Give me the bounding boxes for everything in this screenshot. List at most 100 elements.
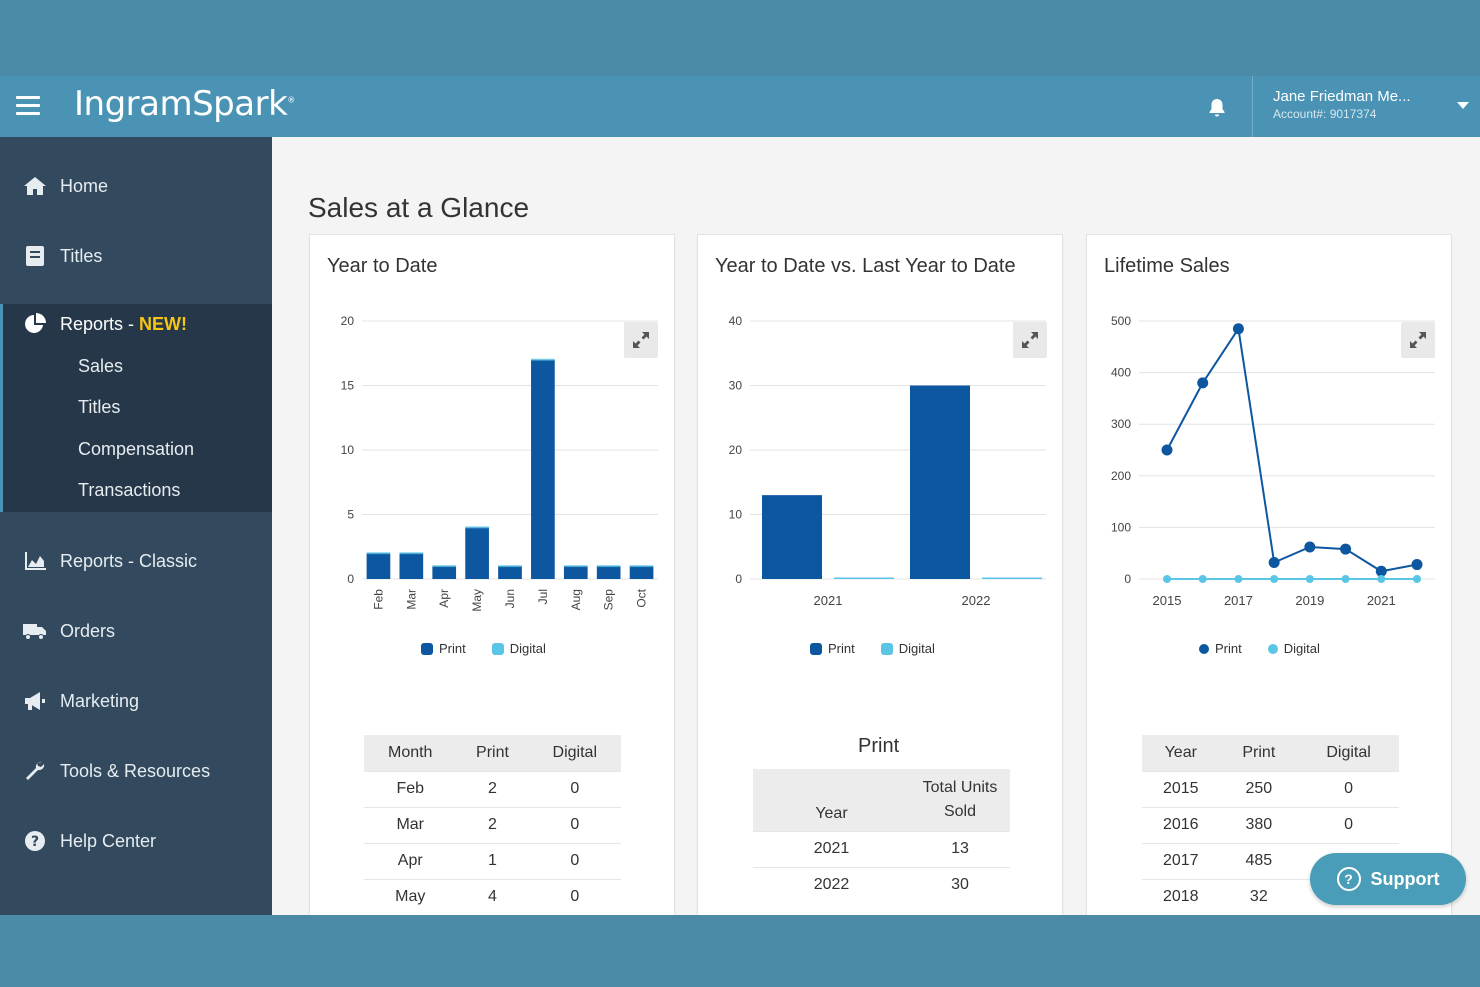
data-point-print <box>1268 556 1280 568</box>
sidebar: Home Titles Reports - NEW! Sales Titles … <box>0 137 272 915</box>
bar-print <box>762 495 822 579</box>
hamburger-menu-icon[interactable] <box>16 96 40 116</box>
user-menu[interactable]: Jane Friedman Me... Account#: 9017374 <box>1273 88 1411 121</box>
legend-item-digital[interactable]: Digital <box>491 641 546 656</box>
expand-icon[interactable] <box>1013 322 1047 358</box>
column-header[interactable]: Month <box>364 735 457 771</box>
x-tick-label: 2021 <box>814 593 843 608</box>
y-tick-label: 500 <box>1111 314 1131 328</box>
sidebar-item-label: Tools & Resources <box>60 760 211 781</box>
data-table: Year Total Units Sold 2021 13 2022 30 <box>753 769 1010 903</box>
data-point-digital <box>1305 575 1314 583</box>
main-content: Sales at a Glance Year to Date 0 5 10 15 20 F… <box>272 137 1480 915</box>
data-point-print <box>1340 543 1352 555</box>
y-tick-label: 200 <box>1111 469 1131 483</box>
legend-item-digital[interactable]: Digital <box>1267 641 1320 656</box>
sidebar-subitem-compensation[interactable]: Compensation <box>78 439 195 459</box>
column-header[interactable]: Digital <box>528 735 621 771</box>
y-tick-label: 10 <box>729 508 743 522</box>
data-point-print <box>1197 377 1209 389</box>
sidebar-item-label: Marketing <box>60 690 140 711</box>
user-name: Jane Friedman Me... <box>1273 88 1411 105</box>
data-table: Month Print Digital Feb 2 0 Mar 2 0 Apr 1 0 Ma… <box>364 735 621 915</box>
sidebar-subitem-sales[interactable]: Sales <box>78 356 124 376</box>
data-point-digital <box>1198 575 1207 583</box>
bell-icon[interactable] <box>1205 96 1229 120</box>
y-tick-label: 300 <box>1111 417 1131 431</box>
data-point-digital <box>1163 575 1171 583</box>
top-bar: IngramSpark® Jane Friedman Me... Account… <box>0 76 1480 137</box>
column-header[interactable]: Print <box>1219 735 1299 771</box>
column-header[interactable]: Digital <box>1298 735 1399 771</box>
legend-item-print[interactable]: Print <box>810 641 855 656</box>
table-row: 2016 380 0 <box>1142 806 1399 843</box>
x-tick-label: Apr <box>437 589 451 608</box>
expand-icon[interactable] <box>624 322 658 358</box>
sidebar-item-tools[interactable]: Tools & Resources <box>0 751 272 791</box>
bar-print <box>498 566 522 579</box>
y-tick-label: 20 <box>341 314 355 328</box>
sidebar-item-label: Home <box>60 175 109 196</box>
x-tick-label: Aug <box>569 589 583 610</box>
data-point-digital <box>1341 575 1350 583</box>
sidebar-item-reports[interactable]: Reports - NEW! <box>0 304 272 344</box>
data-point-digital <box>1413 575 1421 583</box>
data-point-print <box>1232 323 1244 335</box>
sidebar-item-help-center[interactable]: ? Help Center <box>0 821 272 861</box>
bar-digital <box>465 526 489 529</box>
book-icon <box>26 246 44 266</box>
y-tick-label: 400 <box>1111 366 1131 380</box>
table-row: 2015 250 0 <box>1142 770 1399 807</box>
series-line-print <box>1166 326 1418 573</box>
bar-digital <box>399 552 424 555</box>
y-tick-label: 10 <box>341 443 355 457</box>
column-header[interactable]: Total Units Sold <box>910 769 1010 831</box>
bar-digital <box>834 577 894 579</box>
bar-digital <box>531 358 555 361</box>
table-row: 2022 30 <box>753 866 1010 903</box>
support-button[interactable]: ? Support <box>1310 853 1466 905</box>
sidebar-item-home[interactable]: Home <box>0 166 272 206</box>
y-tick-label: 30 <box>729 379 743 393</box>
table-row: Feb 2 0 <box>364 770 621 807</box>
bar-digital <box>498 565 522 568</box>
sidebar-subitem-titles[interactable]: Titles <box>78 397 121 417</box>
sidebar-subitem-transactions[interactable]: Transactions <box>78 480 181 500</box>
data-point-print <box>1411 559 1423 571</box>
bar-print <box>366 553 391 579</box>
bar-digital <box>596 565 621 568</box>
page-title: Sales at a Glance <box>308 192 530 223</box>
legend-item-print[interactable]: Print <box>421 641 466 656</box>
card-title: Year to Date vs. Last Year to Date <box>715 255 1016 277</box>
legend-item-digital[interactable]: Digital <box>880 641 935 656</box>
x-tick-label: Jun <box>503 589 517 608</box>
account-number: Account#: 9017374 <box>1273 107 1377 121</box>
x-tick-label: Feb <box>371 589 385 610</box>
data-point-print <box>1161 444 1173 456</box>
bar-print <box>910 385 970 579</box>
chart-year-to-date: 0 5 10 15 20 Feb Mar Apr May Jun Jul Aug Sep Oct <box>341 314 658 612</box>
x-tick-label: Jul <box>536 589 550 604</box>
y-tick-label: 0 <box>347 572 354 586</box>
home-icon <box>24 177 46 195</box>
pie-chart-icon <box>25 313 46 333</box>
sidebar-item-reports-classic[interactable]: Reports - Classic <box>0 541 272 581</box>
data-point-digital <box>1270 575 1279 583</box>
bar-print <box>432 566 457 579</box>
sidebar-item-orders[interactable]: Orders <box>0 611 272 651</box>
card-title: Year to Date <box>327 255 438 277</box>
column-header[interactable]: Print <box>456 735 529 771</box>
legend-item-print[interactable]: Print <box>1199 641 1242 656</box>
sidebar-item-marketing[interactable]: Marketing <box>0 681 272 721</box>
logo[interactable]: IngramSpark® <box>74 84 295 124</box>
x-tick-label: 2021 <box>1367 593 1396 608</box>
expand-icon[interactable] <box>1401 322 1435 358</box>
chevron-down-icon[interactable] <box>1457 102 1469 109</box>
x-tick-label: 2017 <box>1224 593 1253 608</box>
table-row: Mar 2 0 <box>364 806 621 843</box>
column-header[interactable]: Year <box>753 769 910 831</box>
card-ytd-vs-last-ytd: Year to Date vs. Last Year to Date 0 10 20… <box>697 234 1063 915</box>
column-header[interactable]: Year <box>1142 735 1220 771</box>
sidebar-item-titles[interactable]: Titles <box>0 236 272 276</box>
bar-print <box>563 566 588 579</box>
